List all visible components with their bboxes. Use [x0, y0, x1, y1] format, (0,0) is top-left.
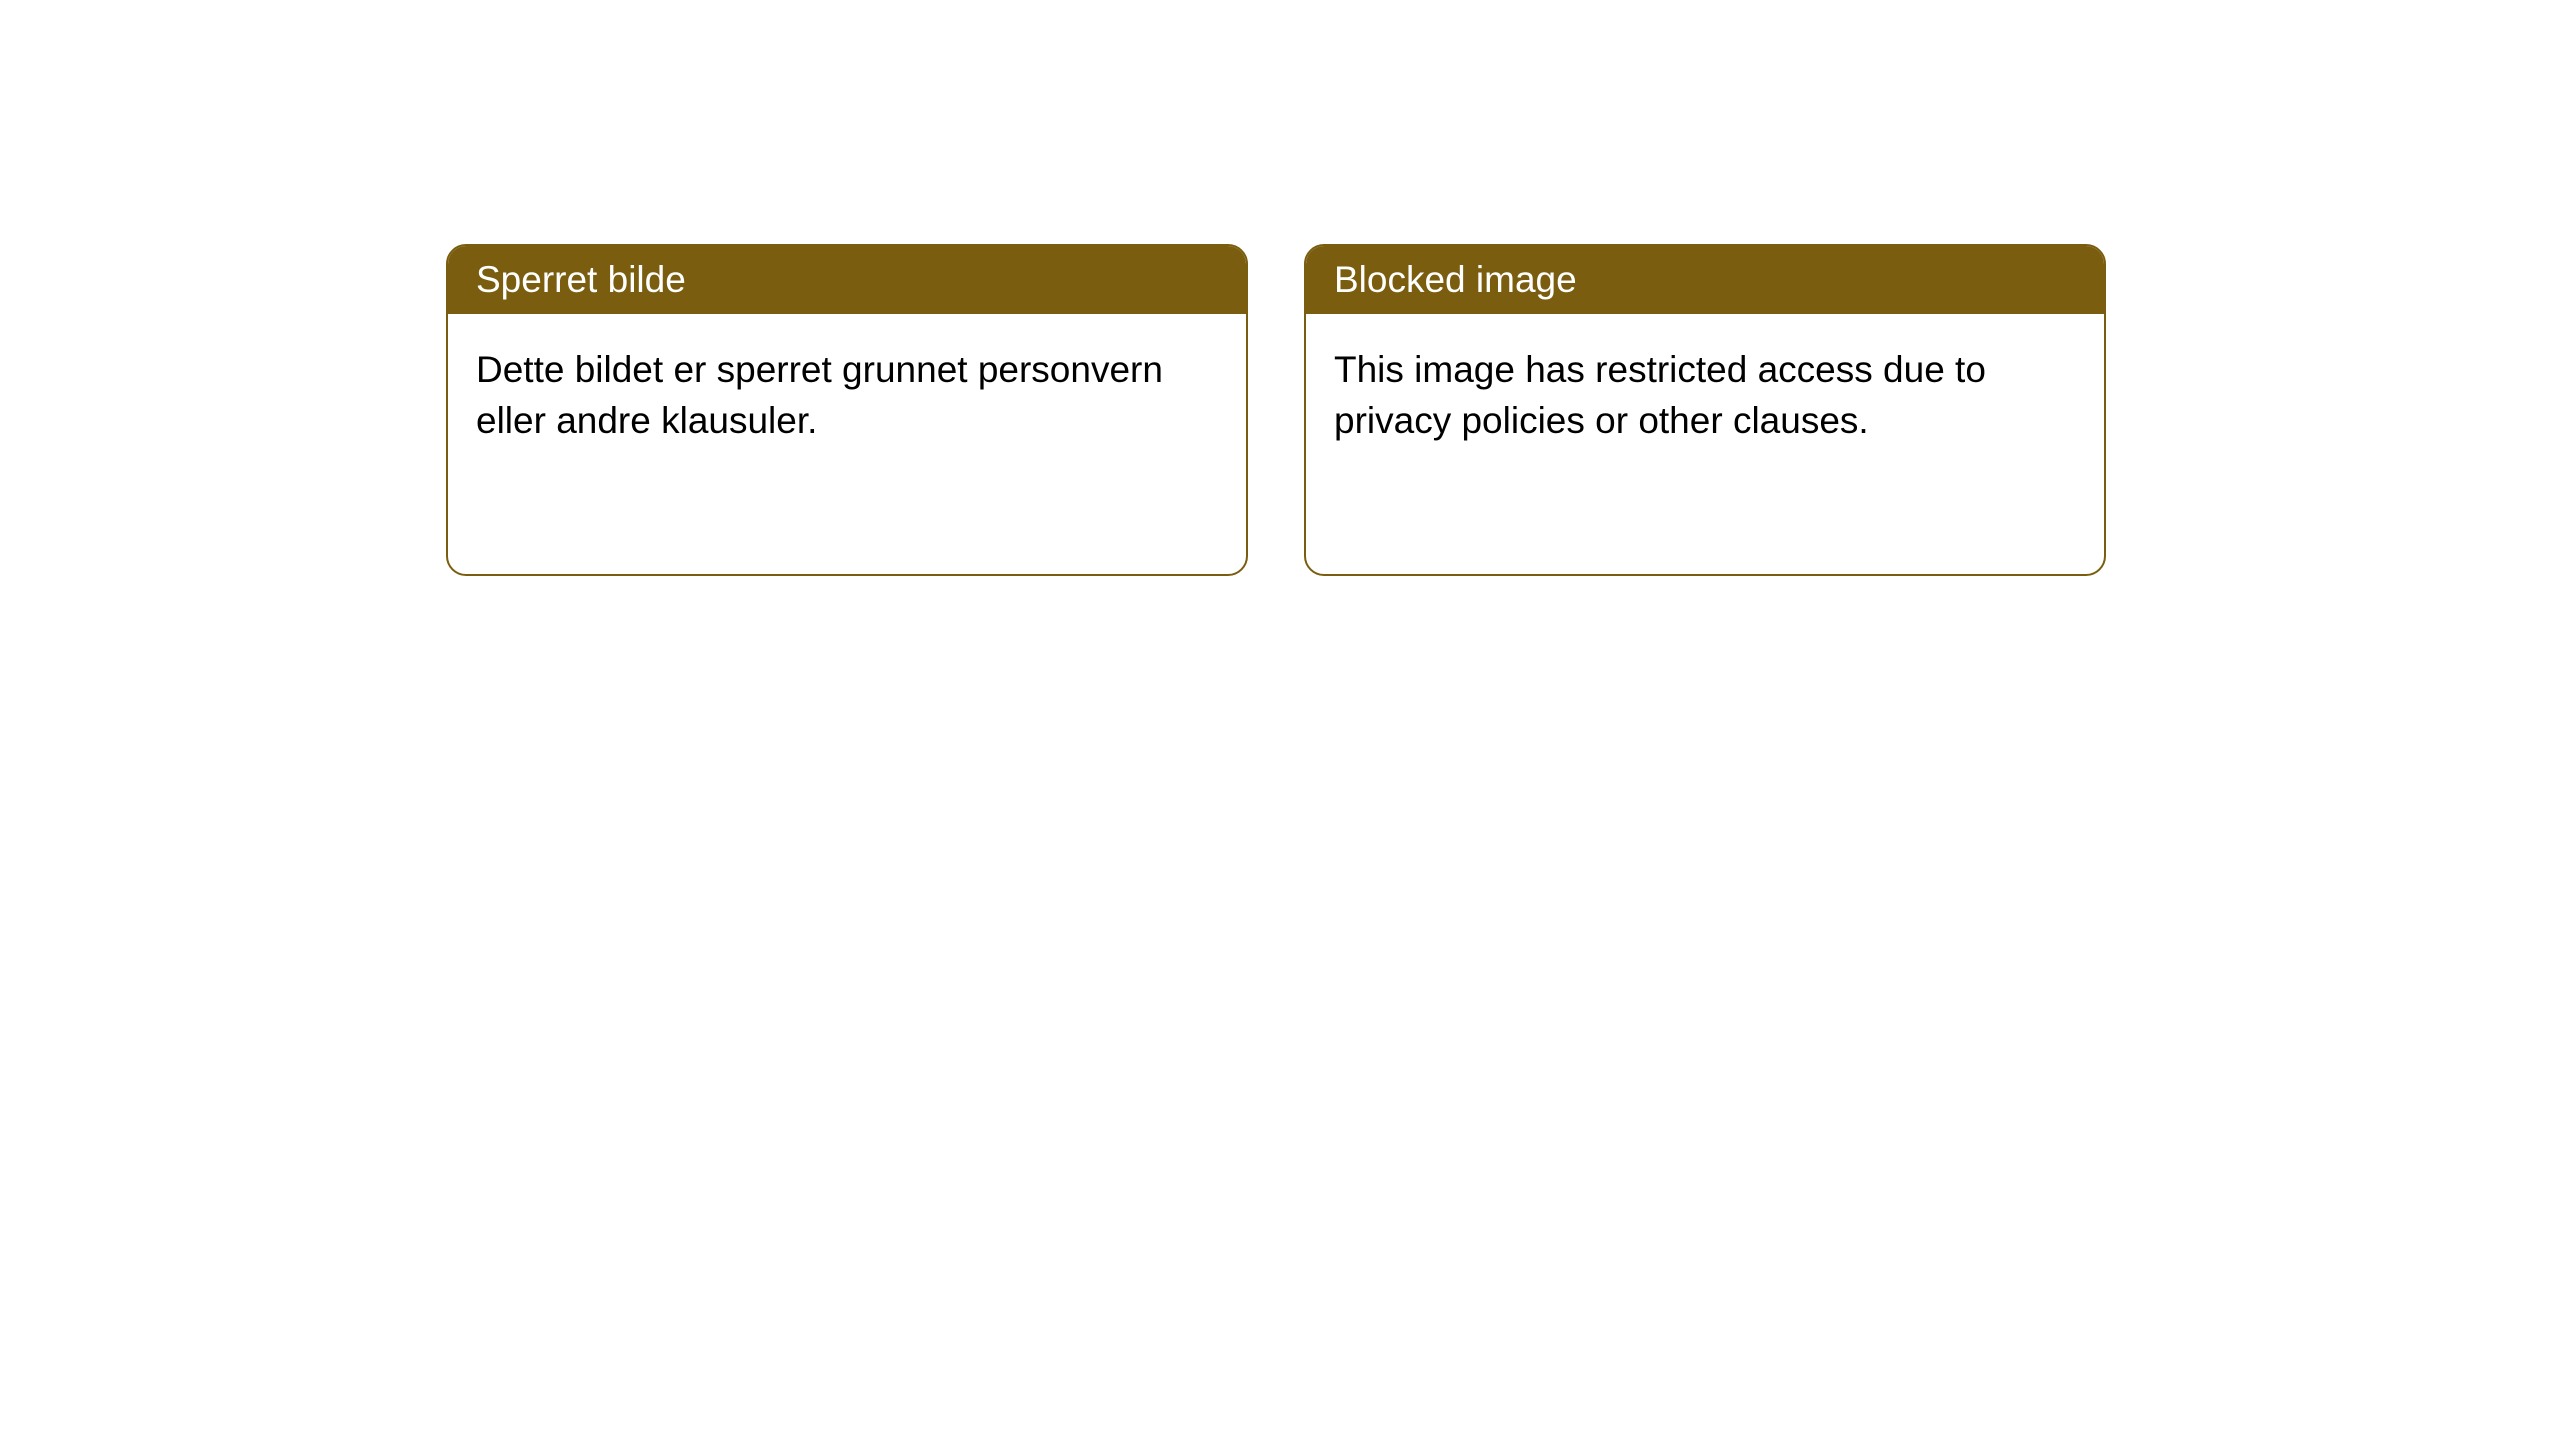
card-header: Blocked image — [1306, 246, 2104, 314]
notice-container: Sperret bilde Dette bildet er sperret gr… — [446, 244, 2106, 576]
card-header: Sperret bilde — [448, 246, 1246, 314]
card-body: This image has restricted access due to … — [1306, 314, 2104, 476]
card-body-text: This image has restricted access due to … — [1334, 349, 1986, 441]
card-title: Sperret bilde — [476, 259, 686, 300]
card-body-text: Dette bildet er sperret grunnet personve… — [476, 349, 1163, 441]
card-title: Blocked image — [1334, 259, 1577, 300]
card-body: Dette bildet er sperret grunnet personve… — [448, 314, 1246, 476]
notice-card-norwegian: Sperret bilde Dette bildet er sperret gr… — [446, 244, 1248, 576]
notice-card-english: Blocked image This image has restricted … — [1304, 244, 2106, 576]
